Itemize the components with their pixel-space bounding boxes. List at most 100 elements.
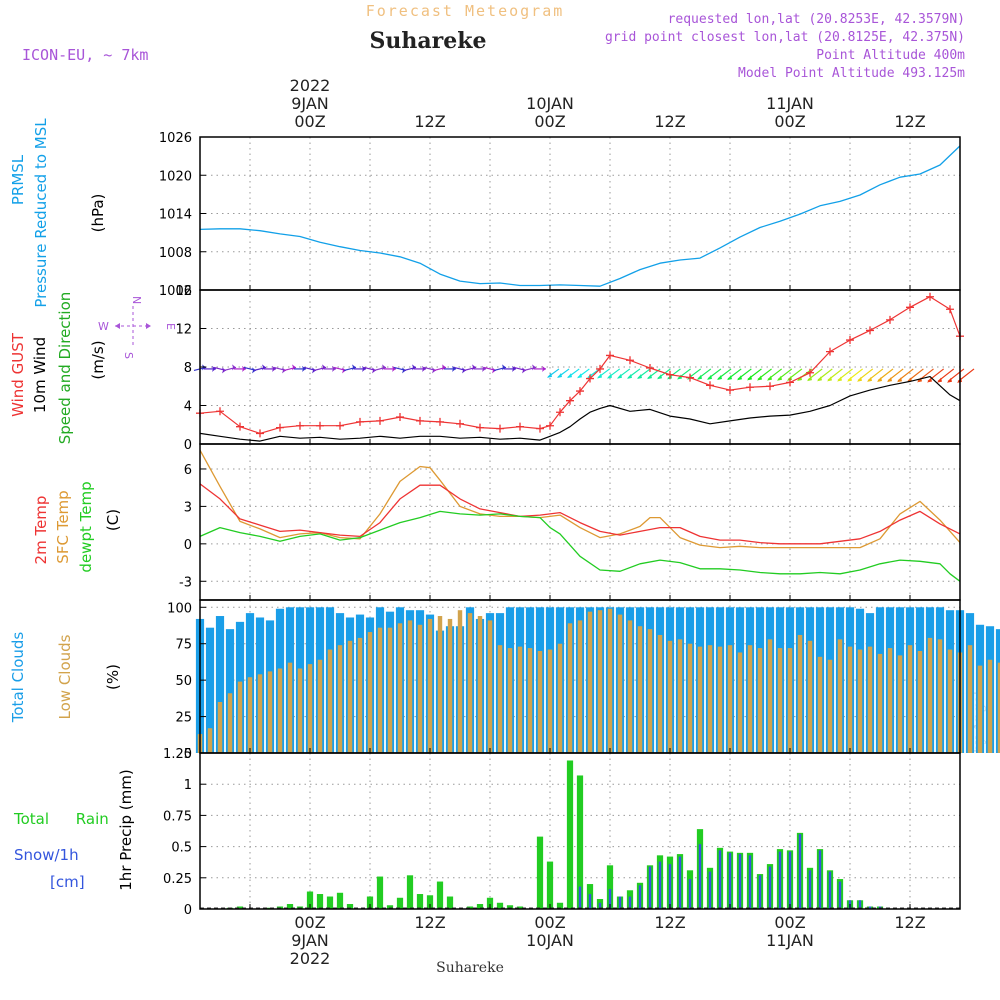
gust-marker: [926, 292, 934, 301]
low-cloud-bar: [267, 671, 273, 753]
gust-marker: [256, 429, 264, 438]
y-tick-label: 1: [184, 778, 192, 793]
low-cloud-bar: [817, 656, 823, 753]
label-10m-wind: 10m Wind: [31, 337, 49, 413]
wind-arrow-head: [927, 377, 932, 383]
gust-marker: [296, 421, 304, 430]
low-cloud-bar: [337, 645, 343, 753]
gust-marker: [686, 373, 694, 382]
low-cloud-bar: [727, 645, 733, 753]
gust-marker: [646, 363, 654, 372]
label-temp-unit: (C): [104, 509, 122, 531]
rain-bar: [406, 875, 414, 909]
wind-arrow-head: [412, 364, 416, 371]
low-cloud-bar: [597, 610, 603, 753]
low-cloud-bar: [917, 651, 923, 753]
label-sfc-temp: SFC Temp: [54, 490, 72, 563]
low-cloud-bar: [377, 627, 383, 753]
label-precip-unit: 1hr Precip (mm): [117, 769, 135, 890]
wind-arrow-head: [512, 365, 516, 372]
low-cloud-bar: [867, 646, 873, 753]
label-speed-direction: Speed and Direction: [56, 292, 74, 445]
wind-arrow-head: [442, 364, 446, 371]
gust-marker: [456, 419, 464, 428]
low-cloud-bar: [507, 648, 513, 753]
y-tick-label: 6: [184, 463, 192, 478]
snow-bar: [598, 902, 602, 909]
time-label-top: 12Z: [414, 112, 445, 131]
low-cloud-bar: [877, 653, 883, 753]
rain-bar: [366, 896, 374, 909]
low-cloud-bar: [527, 648, 533, 753]
gust-marker: [596, 364, 604, 373]
snow-bar: [818, 850, 822, 909]
wind-arrow-head: [422, 365, 426, 372]
wind-arrow-head: [262, 364, 266, 371]
rain-bar: [426, 895, 434, 909]
low-cloud-bar: [397, 623, 403, 753]
low-cloud-bar: [987, 659, 993, 753]
gust-marker: [766, 382, 774, 391]
low-cloud-bar: [927, 637, 933, 753]
low-cloud-bar: [827, 659, 833, 753]
y-tick-label: 0: [184, 538, 192, 553]
total-cloud-bar: [215, 616, 225, 753]
gust-marker: [556, 408, 564, 417]
wind-arrow-head: [542, 365, 546, 372]
wind-arrow-head: [332, 365, 336, 372]
label-total-rain: Total Rain: [13, 810, 109, 828]
low-cloud-bar: [887, 648, 893, 753]
low-cloud-bar: [697, 646, 703, 753]
gust-marker: [316, 421, 324, 430]
rain-bar: [476, 904, 484, 909]
low-cloud-bar: [217, 702, 223, 753]
requested-coords: requested lon,lat (20.8253E, 42.3579N): [668, 12, 965, 27]
wind-arrow-head: [807, 376, 812, 382]
compass-east: E: [164, 323, 177, 330]
snow-bar: [588, 894, 592, 909]
snow-bar: [578, 886, 582, 909]
wind-arrow-head: [817, 376, 822, 382]
y-tick-label: 12: [175, 323, 192, 338]
time-label-top: 00Z: [534, 112, 565, 131]
label-wind-unit: (m/s): [89, 340, 107, 379]
time-label-top: 10JAN: [526, 94, 574, 113]
gust-marker: [566, 396, 574, 405]
y-tick-label: 16: [175, 284, 192, 299]
low-cloud-bar: [387, 627, 393, 753]
gust-marker: [436, 417, 444, 426]
low-cloud-bar: [417, 624, 423, 753]
time-label-top: 00Z: [294, 112, 325, 131]
low-cloud-bar: [937, 639, 943, 753]
snow-bar: [798, 834, 802, 909]
pressure-line: [199, 145, 961, 287]
wind-arrow-head: [627, 373, 632, 379]
low-cloud-bar: [717, 646, 723, 753]
low-cloud-bar: [537, 651, 543, 753]
snow-bar: [838, 881, 842, 909]
low-cloud-bar: [657, 634, 663, 753]
gust-marker: [516, 422, 524, 431]
wind-arrow-head: [272, 365, 276, 372]
compass-arrow-w: [115, 323, 120, 329]
wind-arrow-head: [717, 374, 722, 380]
wind-arrow-head: [877, 376, 882, 382]
gust-marker: [476, 423, 484, 432]
rain-bar: [396, 897, 404, 909]
wind-arrow-head: [607, 373, 612, 379]
low-cloud-bar: [677, 639, 683, 753]
time-label-top: 2022: [290, 76, 331, 95]
wind-arrow-head: [362, 365, 366, 372]
low-cloud-bar: [777, 648, 783, 753]
label-wind-gust: Wind GUST: [9, 332, 27, 417]
y-tick-label: 1026: [159, 131, 192, 146]
snow-bar: [708, 871, 712, 909]
gust-marker: [376, 416, 384, 425]
y-tick-label: 1014: [159, 208, 192, 223]
low-cloud-bar: [277, 668, 283, 753]
gust-marker: [886, 315, 894, 324]
rain-bar: [556, 902, 564, 909]
gust-marker: [626, 356, 634, 365]
low-cloud-bar: [837, 639, 843, 753]
time-label-bottom: 12Z: [654, 913, 685, 932]
